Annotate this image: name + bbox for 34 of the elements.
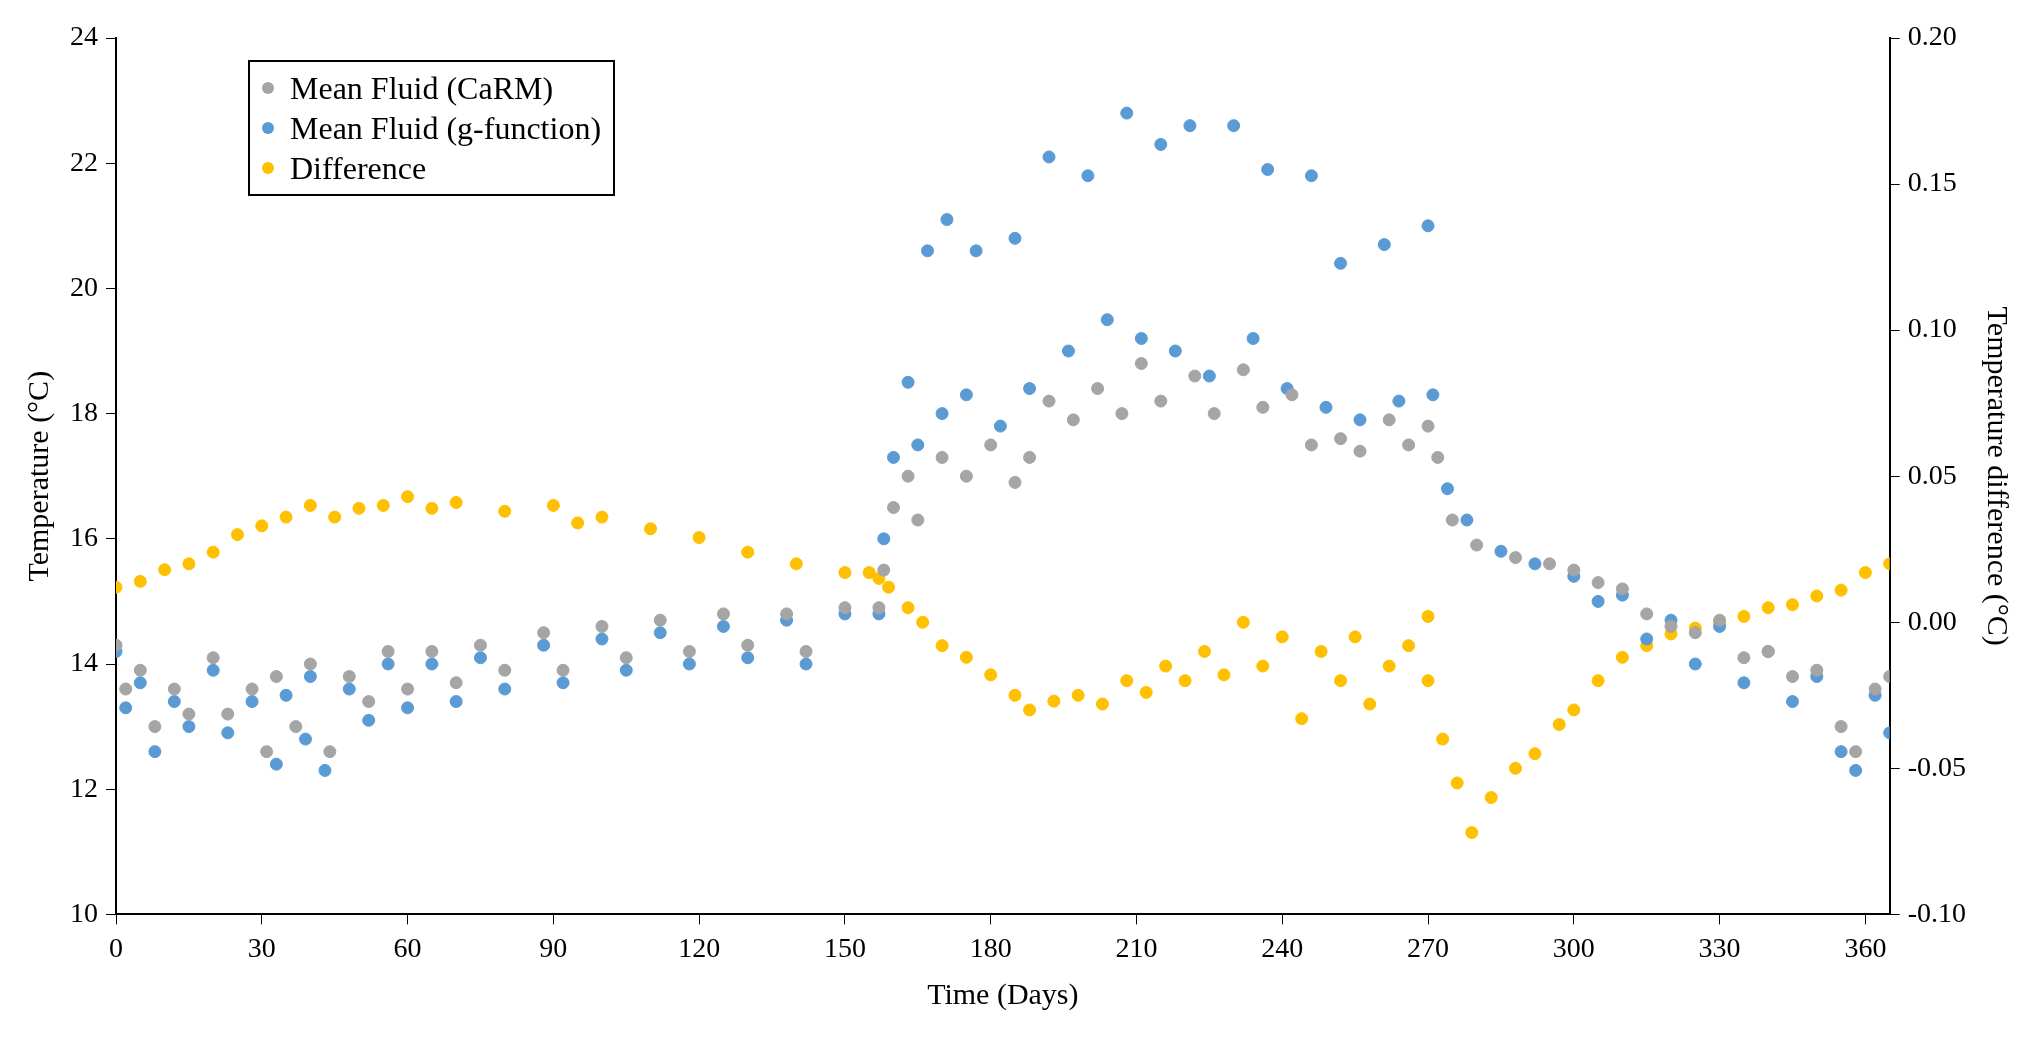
y-tick-label: 12 [70,771,98,803]
legend-label: Difference [290,149,427,188]
x-axis-title: Time (Days) [927,976,1079,1011]
y2-tick-label: 0.10 [1907,312,1957,344]
legend-label: Mean Fluid (g-function) [290,109,602,148]
x-tick-label: 240 [1261,931,1304,963]
x-tick-label: 30 [247,931,276,963]
legend-label: Mean Fluid (CaRM) [290,69,554,108]
x-tick-label: 180 [969,931,1012,963]
x-tick-label: 210 [1115,931,1158,963]
y2-axis-title: Temperature difference (°C) [1981,306,2016,646]
y2-tick-label: -0.10 [1907,896,1966,928]
x-tick-label: 300 [1552,931,1595,963]
y-tick-label: 10 [70,896,98,928]
x-tick-label: 60 [393,931,422,963]
y-tick-label: 16 [70,521,98,553]
x-tick-label: 90 [539,931,568,963]
y-axis-title: Temperature (°C) [20,370,55,582]
y2-tick-label: -0.05 [1907,750,1966,782]
y2-tick-label: 0.05 [1907,458,1957,490]
y2-tick-label: 0.15 [1907,166,1957,198]
y-tick-label: 14 [70,646,98,678]
x-tick-label: 270 [1407,931,1450,963]
y2-tick-label: 0.20 [1907,20,1957,52]
x-tick-label: 360 [1844,931,1887,963]
y2-tick-label: 0.00 [1907,604,1957,636]
y-tick-label: 18 [70,395,98,427]
x-tick-label: 330 [1698,931,1741,963]
y-tick-label: 22 [70,145,98,177]
x-tick-label: 150 [823,931,866,963]
y-tick-label: 24 [70,20,98,52]
y-tick-label: 20 [70,270,98,302]
x-tick-label: 0 [109,931,123,963]
x-tick-label: 120 [678,931,721,963]
